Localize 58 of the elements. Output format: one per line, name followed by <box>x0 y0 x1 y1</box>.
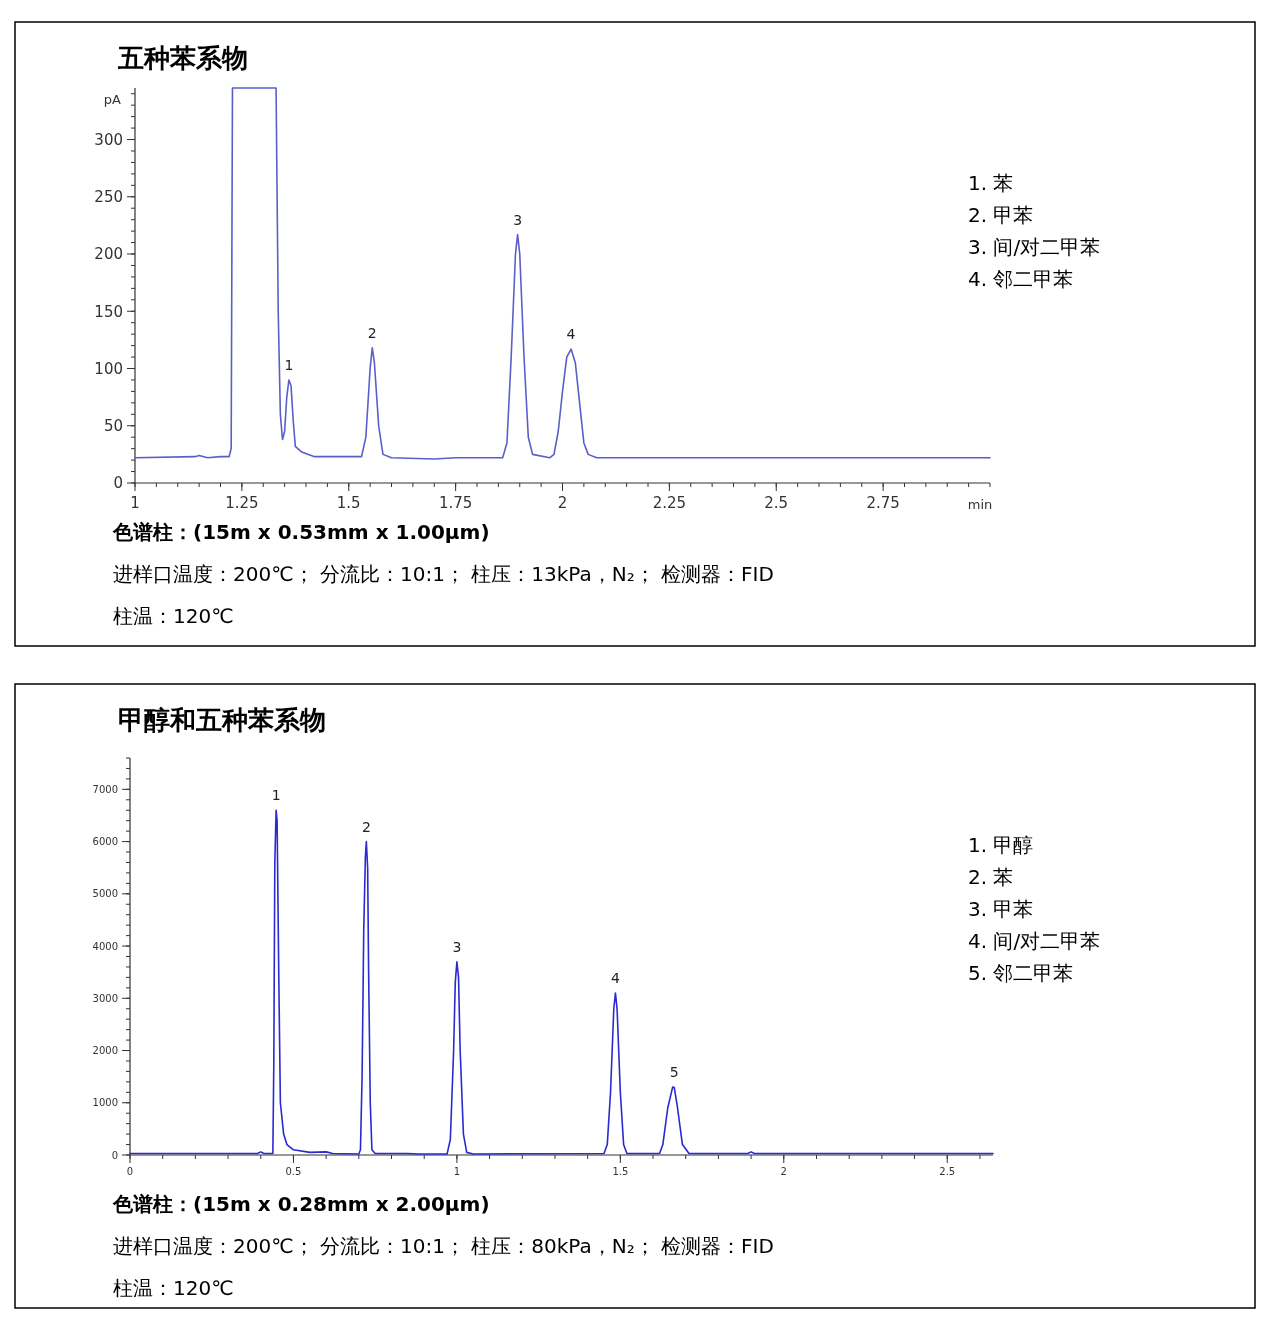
y-tick-label: 150 <box>94 302 123 321</box>
y-tick-label: 300 <box>94 130 123 149</box>
annotation: 4 <box>610 970 620 987</box>
text: 进样口温度：200℃； 分流比：10:1； 柱压：13kPa，N₂； 检测器：FID <box>113 562 774 586</box>
y-tick-label: 50 <box>103 417 123 435</box>
text: 色谱柱：(15m x 0.28mm x 2.00μm) <box>112 1192 490 1216</box>
x-tick-label: 0 <box>126 1166 134 1177</box>
annotation: 1. 甲醇 <box>968 833 1034 857</box>
x-tick-label: 2.5 <box>939 1166 956 1177</box>
annotation: 3. 间/对二甲苯 <box>968 235 1101 259</box>
annotation: 2. 甲苯 <box>968 203 1034 227</box>
y-tick-label: 1000 <box>92 1097 118 1109</box>
annotation: 3. 甲苯 <box>968 897 1034 921</box>
text: 柱温：120℃ <box>113 1276 234 1300</box>
x-tick-label: 2.5 <box>764 494 789 512</box>
x-tick-label: 1.75 <box>438 494 473 512</box>
y-tick-label: 5000 <box>92 888 118 900</box>
annotation: 4. 邻二甲苯 <box>968 267 1074 291</box>
y-tick-label: 3000 <box>92 992 118 1004</box>
y-tick-label: 250 <box>94 188 123 207</box>
y-tick-label: 6000 <box>92 836 118 848</box>
chart-title: 甲醇和五种苯系物 <box>118 705 326 735</box>
annotation: 3 <box>452 938 462 955</box>
x-tick-label: 2.25 <box>652 494 687 512</box>
x-tick-label: 2.75 <box>866 494 900 512</box>
annotation: 5. 邻二甲苯 <box>968 961 1074 985</box>
y-tick-label: 200 <box>94 245 123 264</box>
x-tick-label: 1 <box>130 494 140 512</box>
x-tick-label: 1 <box>453 1166 461 1177</box>
annotation: 5 <box>669 1064 679 1081</box>
y-tick-label: 100 <box>94 359 123 378</box>
x-tick-label: 2 <box>557 494 568 512</box>
chart-title: 五种苯系物 <box>117 43 248 73</box>
x-tick-label: 0.5 <box>285 1166 302 1177</box>
y-tick-label: 0 <box>111 1149 118 1161</box>
y-tick-label: 4000 <box>92 940 118 952</box>
y-tick-label: 2000 <box>92 1045 118 1057</box>
x-tick-label: 2 <box>780 1166 787 1177</box>
annotation: 2 <box>361 818 371 835</box>
x-axis-title: min <box>967 497 993 512</box>
text: 进样口温度：200℃； 分流比：10:1； 柱压：80kPa，N₂； 检测器：FID <box>113 1234 774 1258</box>
annotation: 1. 苯 <box>968 171 1014 195</box>
x-tick-label: 1.25 <box>225 494 259 512</box>
annotation: 2. 苯 <box>968 865 1014 889</box>
x-tick-label: 1.5 <box>336 494 361 512</box>
annotation: 2 <box>367 324 377 341</box>
y-tick-label: 0 <box>113 474 123 493</box>
y-tick-label: 7000 <box>92 783 118 795</box>
text: 色谱柱：(15m x 0.53mm x 1.00μm) <box>112 520 490 544</box>
annotation: 1 <box>271 787 281 804</box>
line-series <box>134 87 991 460</box>
x-tick-label: 1.5 <box>612 1166 629 1177</box>
annotation: 4. 间/对二甲苯 <box>968 929 1101 953</box>
annotation: 3 <box>513 211 523 228</box>
y-axis-title: pA <box>103 92 122 107</box>
annotation: 4 <box>566 326 576 343</box>
annotation: 1 <box>284 356 294 373</box>
text: 柱温：120℃ <box>113 604 234 628</box>
